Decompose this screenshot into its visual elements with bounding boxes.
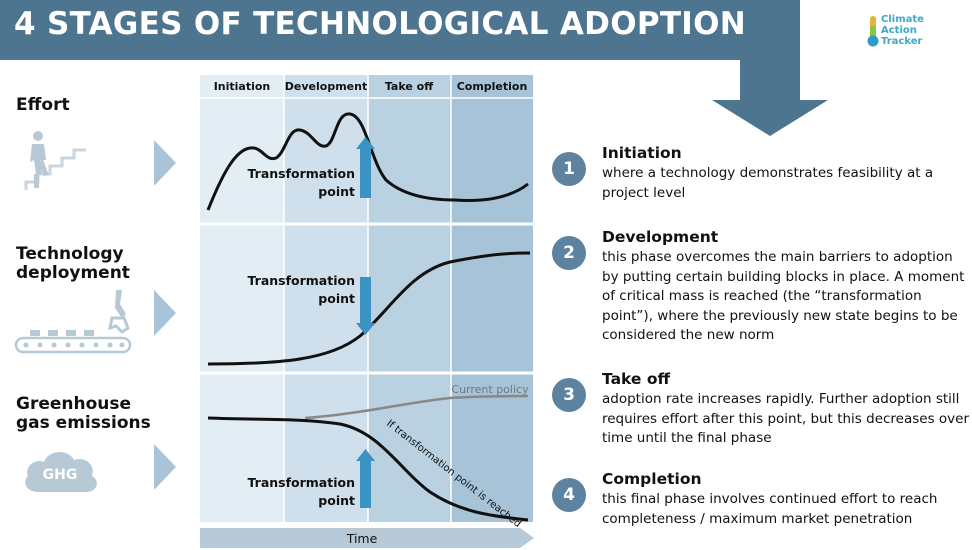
person-climbing-stairs-icon bbox=[24, 131, 86, 190]
deployment-curve bbox=[207, 251, 531, 366]
effort-transformation-label-line2: point bbox=[318, 184, 355, 199]
row-label-technology-deployment: Technology deployment bbox=[16, 244, 130, 283]
chevron-right-icon bbox=[154, 444, 176, 490]
logo-line1: Climate bbox=[881, 14, 924, 25]
deployment-down-arrow bbox=[356, 323, 375, 335]
stage-description: adoption rate increases rapidly. Further… bbox=[602, 391, 970, 446]
stage-description: this final phase involves continued effo… bbox=[602, 491, 938, 527]
effort-arrow-shaft bbox=[360, 148, 371, 198]
logo-line3: Tracker bbox=[881, 36, 923, 47]
stage-title: Development bbox=[602, 228, 719, 246]
ghg-cloud-label: GHG bbox=[43, 467, 78, 483]
effort-curve bbox=[206, 112, 529, 211]
current-policy-label: Current policy bbox=[451, 383, 529, 396]
header-banner: 4 STAGES OF TECHNOLOGICAL ADOPTION bbox=[0, 0, 800, 60]
stage-title: Completion bbox=[602, 470, 702, 488]
phase-column-initiation bbox=[200, 75, 284, 522]
deployment-transformation-label-line2: point bbox=[318, 291, 355, 306]
stage-number-badge: 1 bbox=[552, 152, 586, 186]
phase-header-completion: Completion bbox=[457, 80, 528, 93]
page-title: 4 STAGES OF TECHNOLOGICAL ADOPTION bbox=[14, 6, 747, 42]
thermometer-icon bbox=[867, 16, 879, 47]
stage-title: Take off bbox=[602, 370, 671, 388]
ghg-transformation-label-line2: point bbox=[318, 493, 355, 508]
phase-column-development bbox=[284, 75, 368, 522]
logo-line2: Action bbox=[881, 25, 917, 36]
phase-column-completion bbox=[451, 75, 533, 522]
deployment-arrow-shaft bbox=[360, 277, 371, 324]
transformation-reached-curve bbox=[207, 416, 529, 522]
phase-header-initiation: Initiation bbox=[214, 80, 271, 93]
stage-number-badge: 2 bbox=[552, 236, 586, 270]
ghg-arrow-shaft bbox=[360, 460, 371, 508]
ghg-cloud-icon: GHG bbox=[25, 451, 97, 492]
conveyor-belt-robot-arm-icon bbox=[14, 290, 132, 354]
stage-description: where a technology demonstrates feasibil… bbox=[602, 165, 934, 201]
current-policy-curve bbox=[304, 394, 529, 420]
climate-action-tracker-logo: Climate Action Tracker bbox=[866, 14, 956, 50]
row-label-greenhouse-gas-emissions: Greenhouse gas emissions bbox=[16, 394, 151, 433]
chevron-right-icon bbox=[154, 140, 176, 186]
ghg-transformation-label-line1: Transformation bbox=[248, 475, 356, 490]
chevron-right-icon bbox=[154, 290, 176, 336]
effort-up-arrow bbox=[356, 137, 375, 149]
stage-description: this phase overcomes the main barriers t… bbox=[602, 249, 965, 343]
effort-transformation-label-line1: Transformation bbox=[248, 166, 356, 181]
stage-number-badge: 4 bbox=[552, 478, 586, 512]
time-axis-arrow bbox=[200, 528, 534, 548]
phase-header-development: Development bbox=[285, 80, 367, 93]
row-label-effort: Effort bbox=[16, 95, 70, 115]
stage-title: Initiation bbox=[602, 144, 682, 162]
ghg-up-arrow bbox=[356, 449, 375, 461]
phase-header-takeoff: Take off bbox=[385, 80, 433, 93]
deployment-transformation-label-line1: Transformation bbox=[248, 273, 356, 288]
stage-number-badge: 3 bbox=[552, 378, 586, 412]
time-axis-label: Time bbox=[346, 531, 378, 546]
